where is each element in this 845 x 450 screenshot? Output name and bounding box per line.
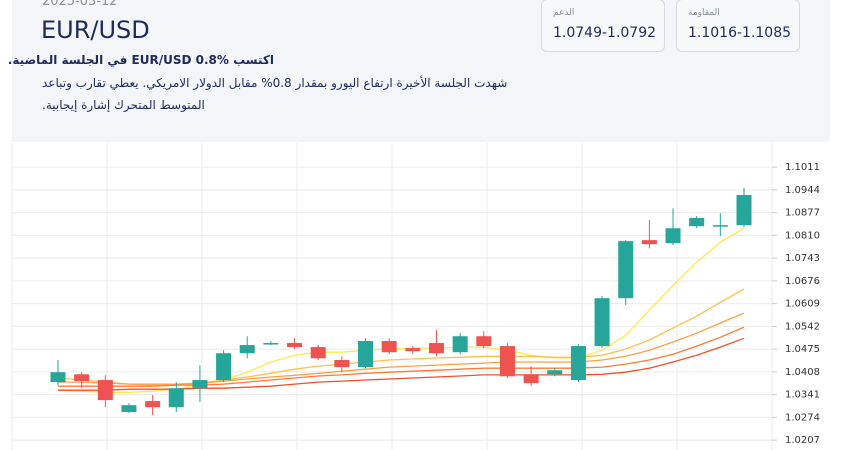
candle-body [358, 340, 374, 368]
candle-body [239, 345, 255, 354]
candle-body [594, 298, 610, 347]
candle-body [50, 372, 66, 383]
date: 2025-03-12 [42, 0, 118, 9]
moving-average [58, 337, 745, 391]
candle-body [736, 194, 752, 226]
candle-body [192, 380, 208, 389]
candle-body [689, 218, 705, 227]
y-tick-label: 1.0475 [785, 344, 820, 355]
candle-body [263, 343, 279, 345]
headline: اكتسب EUR/USD 0.8% في الجلسة الماضية. [7, 53, 274, 67]
candle-body [452, 336, 468, 353]
y-tick-label: 1.0810 [785, 230, 820, 241]
y-tick-label: 1.1011 [785, 162, 820, 173]
moving-average [58, 312, 745, 385]
resistance-value: 1.1016-1.1085 [688, 25, 792, 41]
candle-body [428, 343, 444, 354]
candle-body [547, 370, 563, 375]
candle-body [74, 374, 90, 382]
pair-title: EUR/USD [41, 16, 150, 44]
summary: شهدت الجلسة الأخيرة ارتفاع اليورو بمقدار… [42, 76, 508, 112]
candle-body [523, 374, 539, 384]
support-value: 1.0749-1.0792 [553, 25, 657, 41]
y-tick-label: 1.0877 [785, 208, 820, 219]
moving-average [57, 227, 745, 393]
y-tick-label: 1.0341 [785, 390, 820, 401]
candle-body [121, 405, 137, 412]
support-label: الدعم [553, 8, 575, 18]
y-tick-label: 1.0274 [785, 412, 820, 423]
candle-body [334, 360, 350, 368]
y-tick-label: 1.0944 [785, 185, 820, 196]
candle-body [216, 353, 232, 381]
y-tick-label: 1.0609 [785, 299, 820, 310]
candle-body [381, 340, 397, 353]
support-box: الدعم 1.0749-1.0792 [541, 0, 665, 52]
candle-body [405, 348, 421, 352]
candle-body [712, 225, 728, 227]
candle-body [310, 347, 326, 359]
y-tick-label: 1.0743 [785, 253, 820, 264]
candle-body [97, 380, 113, 401]
y-tick-label: 1.0676 [785, 276, 820, 287]
resistance-box: المقاومة 1.1016-1.1085 [676, 0, 800, 52]
resistance-label: المقاومة [688, 8, 720, 18]
candle-body [641, 240, 657, 245]
moving-average [58, 326, 745, 387]
y-tick-label: 1.0408 [785, 367, 820, 378]
y-tick-label: 1.0207 [785, 435, 820, 446]
candle-body [499, 346, 515, 377]
candle-body [168, 388, 184, 408]
candle-body [287, 343, 303, 348]
candle-body [618, 241, 634, 299]
y-tick-label: 1.0542 [785, 321, 820, 332]
candle-body [476, 336, 492, 347]
candle-body [145, 401, 161, 408]
candle-body [570, 346, 586, 381]
candle-body [665, 228, 681, 244]
